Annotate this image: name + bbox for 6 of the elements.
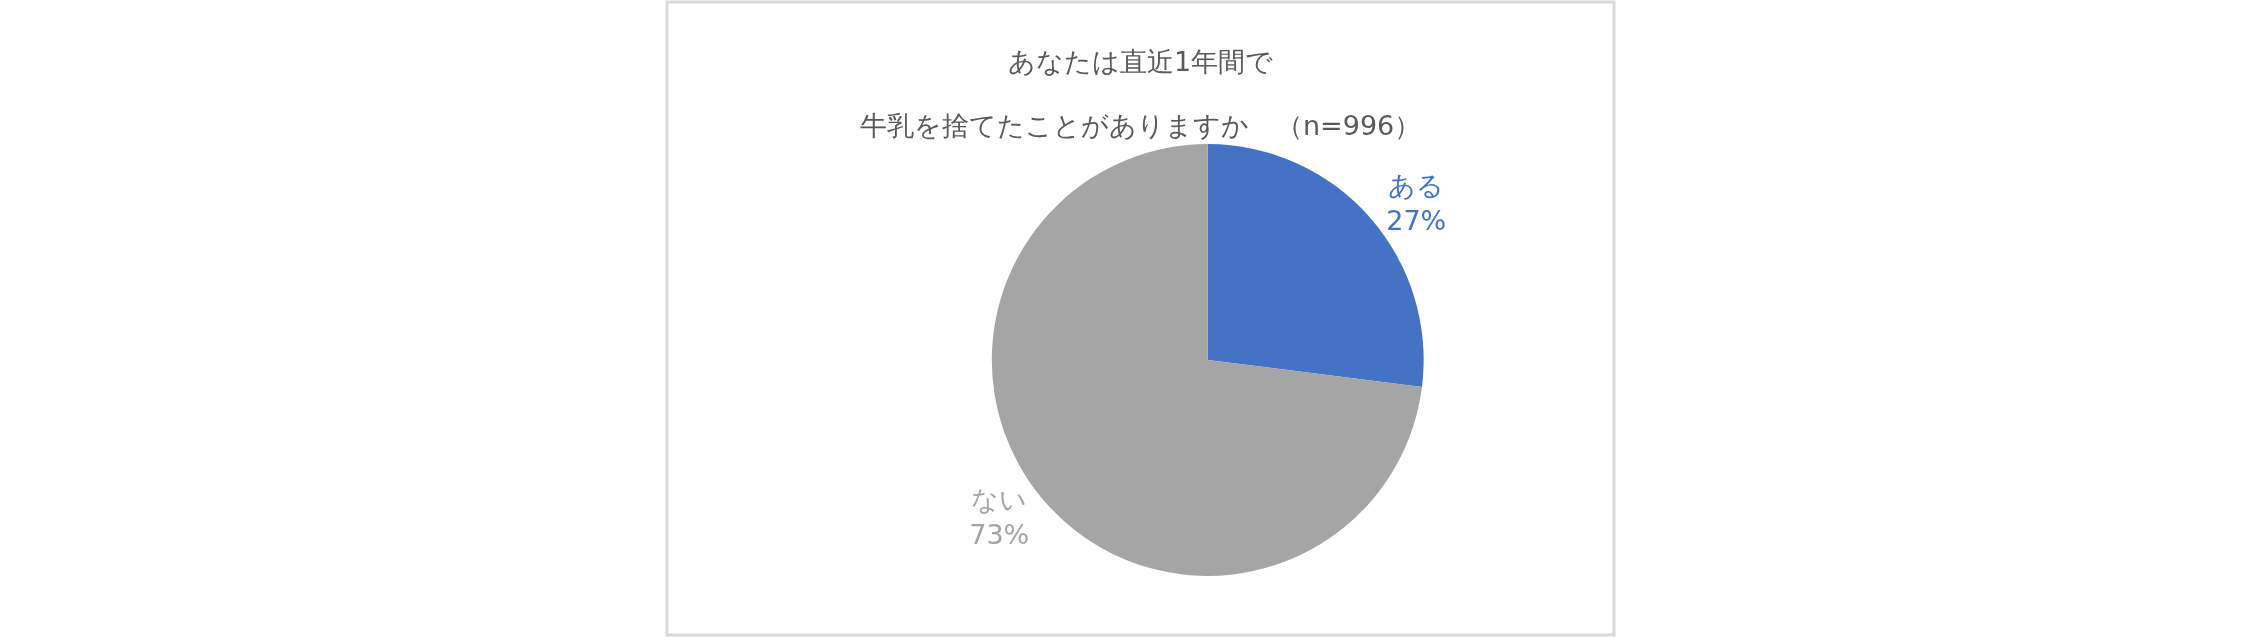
slice-label: ない: [971, 484, 1028, 516]
chart-subtitle: 牛乳を捨てたことがありますか （n=996）: [860, 110, 1422, 141]
data-label: 73%: [969, 519, 1030, 551]
data-label: 27%: [1386, 204, 1447, 236]
chart-title: あなたは直近1年間で: [1007, 46, 1274, 78]
slice-label: ある: [1388, 169, 1445, 201]
